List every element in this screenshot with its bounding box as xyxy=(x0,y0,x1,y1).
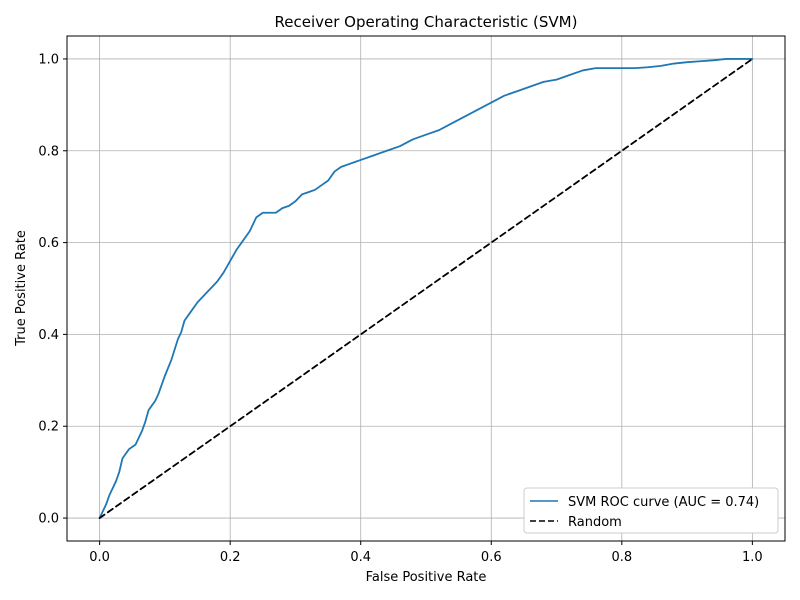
y-tick-label: 0.6 xyxy=(38,236,59,251)
legend: SVM ROC curve (AUC = 0.74) Random xyxy=(523,487,779,534)
y-tick-label: 0.8 xyxy=(38,144,59,159)
legend-box xyxy=(523,487,779,534)
axis-ticks xyxy=(63,58,753,545)
axis-tick-labels: 0.0 0.2 0.4 0.6 0.8 1.0 0.0 0.2 0.4 0.6 0.8 1.0 xyxy=(38,52,762,565)
x-tick-label: 1.0 xyxy=(742,550,763,565)
x-tick-label: 0.8 xyxy=(611,550,632,565)
y-axis-label: True Positive Rate xyxy=(14,230,29,347)
x-tick-label: 0.6 xyxy=(481,550,502,565)
y-tick-label: 0.4 xyxy=(38,328,59,343)
series-layer xyxy=(98,58,754,519)
legend-label-svm: SVM ROC curve (AUC = 0.74) xyxy=(568,495,759,510)
random-baseline-line xyxy=(98,58,754,519)
x-axis-label: False Positive Rate xyxy=(366,570,487,585)
x-tick-label: 0.2 xyxy=(220,550,241,565)
x-tick-label: 0.0 xyxy=(89,550,110,565)
y-tick-label: 0.2 xyxy=(38,420,59,435)
svm-roc-line xyxy=(98,58,754,519)
x-tick-label: 0.4 xyxy=(350,550,371,565)
y-tick-label: 1.0 xyxy=(38,52,59,67)
y-tick-label: 0.0 xyxy=(38,512,59,527)
legend-label-random: Random xyxy=(568,515,622,530)
chart-title: Receiver Operating Characteristic (SVM) xyxy=(275,13,578,31)
plot-frame xyxy=(66,35,786,542)
